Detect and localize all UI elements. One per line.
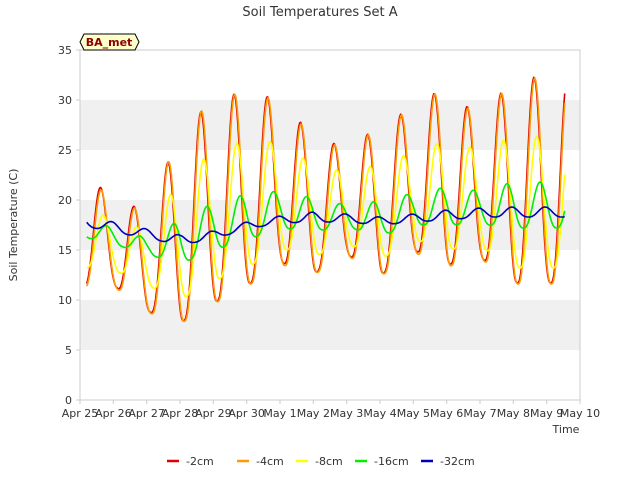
series-line-minus-16cm [86, 181, 566, 262]
station-badge-shape [79, 33, 140, 51]
x-tick-label: May 1 [263, 407, 296, 420]
x-tick-label: Apr 28 [162, 407, 199, 420]
grid-band [80, 300, 580, 350]
x-tick-label: May 5 [397, 407, 430, 420]
y-tick-label: 10 [58, 294, 72, 307]
x-tick-label: May 8 [497, 407, 530, 420]
x-tick-label: Apr 29 [195, 407, 232, 420]
x-tick-label: Apr 26 [95, 407, 132, 420]
series-line-minus-32cm [86, 206, 565, 244]
series-lines [85, 76, 566, 323]
series-line-minus-8cm [86, 135, 566, 298]
series-line-minus-4cm [85, 77, 566, 323]
x-tick-label: Apr 27 [128, 407, 165, 420]
legend-label: -16cm [374, 455, 409, 468]
x-tick-label: Apr 25 [62, 407, 99, 420]
x-tick-label: Apr 30 [228, 407, 265, 420]
y-tick-label: 5 [65, 344, 72, 357]
x-tick-label: May 10 [560, 407, 600, 420]
x-tick-label: May 2 [297, 407, 330, 420]
y-axis-label: Soil Temperature (C) [7, 169, 20, 282]
y-tick-label: 20 [58, 194, 72, 207]
y-axis-ticks: 0 5 10 15 20 25 30 35 [58, 44, 80, 407]
legend-label: -2cm [186, 455, 214, 468]
x-axis-label: Time [552, 423, 580, 436]
chart-title: Soil Temperatures Set A [242, 5, 397, 20]
station-badge-label: BA_met [86, 36, 133, 49]
legend-label: -4cm [256, 455, 284, 468]
legend-label: -32cm [440, 455, 475, 468]
plot-frame [79, 49, 581, 401]
x-tick-label: May 9 [530, 407, 563, 420]
legend: -2cm -4cm -8cm -16cm -32cm [167, 455, 475, 468]
y-tick-label: 30 [58, 94, 72, 107]
station-badge: BA_met [79, 33, 140, 51]
y-tick-label: 0 [65, 394, 72, 407]
legend-label: -8cm [315, 455, 343, 468]
y-tick-label: 25 [58, 144, 72, 157]
x-tick-label: May 3 [330, 407, 363, 420]
x-tick-label: May 6 [430, 407, 463, 420]
x-tick-label: May 7 [463, 407, 496, 420]
x-tick-label: May 4 [363, 407, 396, 420]
y-tick-label: 15 [58, 244, 72, 257]
y-tick-label: 35 [58, 44, 72, 57]
